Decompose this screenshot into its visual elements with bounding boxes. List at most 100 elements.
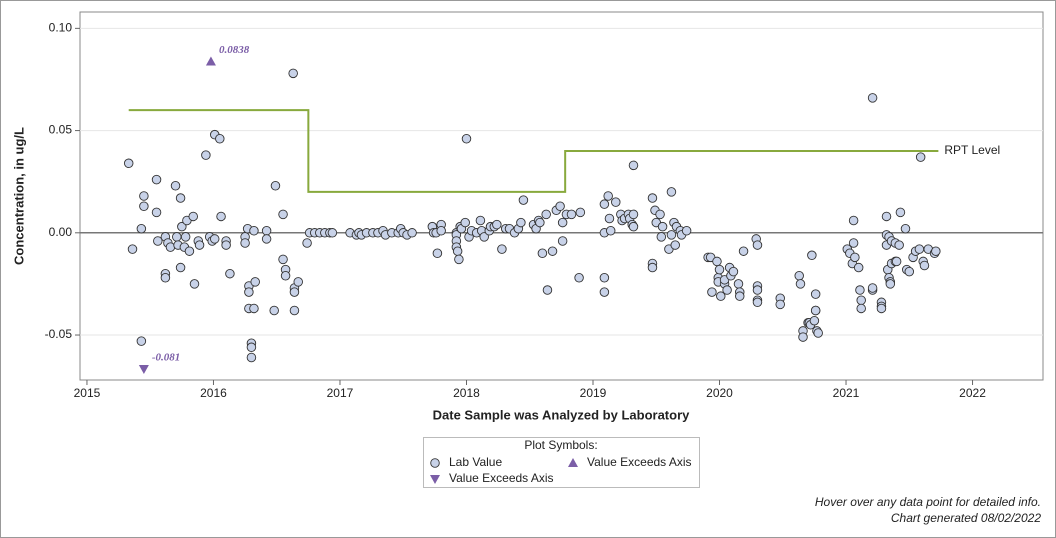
data-point [278,254,288,265]
data-point [184,246,195,256]
data-point [604,213,615,224]
data-point [175,262,186,273]
data-point [261,226,272,236]
data-point [461,134,472,144]
data-point [497,244,507,254]
data-point [475,215,486,226]
data-point [407,228,417,238]
data-point [136,336,147,346]
data-point [460,217,470,228]
data-point [566,209,577,220]
data-point [657,221,668,232]
data-point [848,238,859,248]
data-point [752,297,763,308]
data-point [280,270,291,281]
data-point [752,285,763,295]
data-point [189,279,200,289]
legend-label: Value Exceeds Axis [449,471,554,485]
data-point [139,191,149,201]
data-point [151,174,162,185]
data-point [891,256,902,267]
x-tick-label: 2019 [580,386,607,400]
footnote: Hover over any data point for detailed i… [815,495,1041,509]
data-point [813,328,823,338]
data-point [261,234,272,244]
legend-symbol [430,475,440,484]
line-label: RPT Level [944,143,1000,157]
data-point [270,181,281,191]
data-point [221,240,231,250]
plot-area [79,11,1044,381]
data-point [810,305,821,316]
x-tick-label: 2015 [74,386,101,400]
data-point [735,291,745,301]
data-point [628,221,639,232]
data-point [795,279,806,289]
data-point [728,266,739,277]
data-point [269,305,279,316]
data-point [479,232,489,242]
data-point [915,152,926,162]
x-tick-label: 2016 [200,386,227,400]
data-point [575,207,586,218]
legend-title: Plot Symbols: [524,438,597,452]
data-point [681,226,692,236]
data-point [853,262,864,273]
data-point [246,352,257,363]
data-point [867,283,878,293]
x-tick-label: 2021 [833,386,860,400]
y-tick-label: 0.10 [49,21,73,35]
data-point [666,230,677,240]
plot-layer [123,68,941,363]
data-point [246,342,257,353]
data-point [798,332,808,342]
data-point [249,226,259,236]
data-point [216,211,226,222]
data-point [714,264,725,275]
data-point [209,234,220,244]
data-point [194,240,205,250]
data-point [250,277,260,287]
data-point [655,209,665,220]
data-point [885,279,896,289]
data-point [738,246,749,256]
data-point [557,217,568,228]
exceeds-marker [205,56,216,66]
data-point [537,248,548,258]
x-tick-label: 2017 [327,386,354,400]
data-point [722,285,732,295]
data-point [603,191,613,201]
data-point [278,209,288,220]
data-point [535,217,545,228]
x-tick-label: 2022 [959,386,986,400]
data-point [605,226,616,236]
data-point [547,246,558,256]
data-point [518,195,529,205]
data-point [794,270,804,281]
data-point [123,158,134,169]
data-point [810,289,821,299]
data-point [542,285,553,295]
data-point [289,287,300,297]
data-point [856,303,866,314]
data-point [170,181,181,191]
data-point [670,240,680,250]
x-tick-label: 2018 [453,386,480,400]
step-line [128,109,939,193]
data-point [904,266,915,277]
data-point [574,273,584,283]
data-point [172,232,182,242]
data-point [628,160,639,171]
data-point [752,240,763,250]
data-point [876,303,887,314]
data-point [775,299,785,310]
data-point [900,223,911,234]
data-point [188,211,198,222]
data-point [881,211,892,222]
exceeds-label: 0.0838 [219,44,250,56]
legend-symbol [430,458,440,468]
data-point [240,238,250,248]
y-tick-label: 0.00 [49,225,73,239]
data-point [516,217,526,228]
data-point [541,209,551,220]
